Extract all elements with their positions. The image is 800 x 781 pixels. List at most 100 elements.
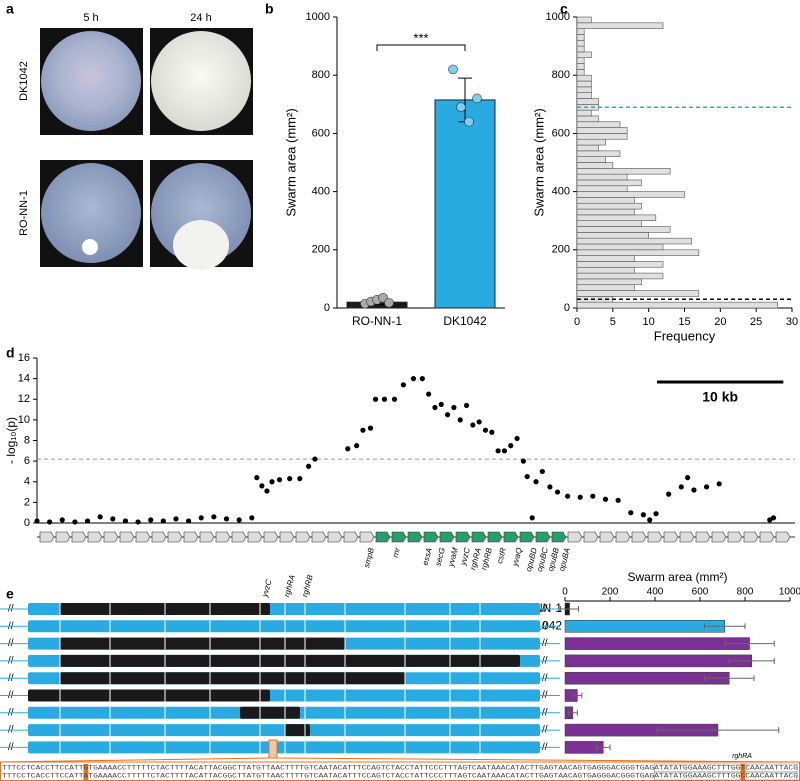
gene-arrow	[615, 531, 631, 543]
gene-arrow	[55, 531, 71, 543]
gene-arrow	[679, 531, 695, 543]
data-point	[602, 496, 609, 502]
data-point	[438, 401, 444, 408]
bar	[564, 654, 752, 668]
gene-arrow	[231, 531, 247, 543]
data-point	[259, 483, 265, 489]
panel-label: a	[6, 1, 14, 17]
y-tick-label: 4	[24, 476, 30, 488]
histogram-bar	[576, 86, 592, 93]
x-tick-label: 20	[714, 316, 726, 328]
histogram-bar	[576, 301, 778, 309]
data-point	[463, 402, 470, 409]
significance-label: ***	[413, 30, 428, 45]
data-point	[160, 518, 166, 524]
data-point	[148, 517, 154, 523]
gene-label: essA	[421, 547, 434, 567]
gene-arrow	[119, 531, 135, 543]
gene-label: rghRA	[282, 574, 297, 598]
histogram-bar	[576, 208, 635, 216]
gene-block-black	[60, 672, 405, 685]
histogram-bar	[576, 138, 606, 146]
gene-block-black	[60, 654, 520, 667]
data-point	[457, 417, 463, 423]
histogram-bar	[576, 284, 635, 291]
histogram-bar	[576, 261, 664, 268]
x-tick-label: 0	[562, 587, 568, 598]
gene-arrow	[71, 531, 87, 543]
histogram-bar	[576, 133, 628, 140]
data-point	[122, 518, 129, 524]
histogram-bar	[576, 144, 599, 152]
gene-arrow	[407, 531, 423, 543]
data-point	[400, 382, 406, 388]
significance-bracket	[376, 44, 466, 51]
data-point	[577, 494, 583, 500]
histogram-bar	[576, 28, 585, 35]
histogram-bar	[576, 249, 700, 256]
snp-highlight	[83, 764, 89, 772]
gene-label: yvzC	[260, 578, 274, 599]
data-point	[444, 412, 451, 418]
histogram-bar	[576, 127, 628, 134]
histogram-bar	[576, 51, 592, 59]
histogram-bar	[576, 197, 635, 204]
data-point	[647, 517, 653, 523]
histogram-bar	[576, 237, 692, 245]
y-tick-label: 8	[24, 434, 30, 446]
histogram-bar	[576, 162, 614, 169]
x-tick-label: 200	[602, 587, 619, 598]
y-tick-label: 800	[552, 69, 570, 81]
y-tick-label: 600	[552, 127, 570, 139]
y-axis-title: Swarm area (mm²)	[531, 108, 546, 216]
y-tick-label: 400	[312, 186, 330, 198]
y-tick-label: 0	[24, 517, 30, 529]
data-point	[533, 479, 539, 485]
histogram-bar	[576, 255, 635, 262]
data-point	[360, 427, 366, 433]
data-point	[254, 475, 260, 481]
gene-arrow	[583, 531, 599, 543]
data-point	[419, 376, 425, 382]
y-tick-label: 1000	[306, 11, 330, 23]
gene-arrow	[263, 531, 279, 543]
x-axis-title: Frequency	[654, 328, 716, 343]
gene-arrow	[487, 531, 503, 543]
data-point	[495, 448, 501, 454]
data-point	[384, 297, 394, 308]
histogram-bar	[576, 115, 599, 123]
gene-arrow	[279, 531, 295, 543]
data-point	[615, 497, 621, 503]
histogram-bar	[576, 226, 671, 233]
gene-block	[28, 741, 540, 754]
data-point	[547, 484, 553, 490]
histogram-bar	[576, 63, 585, 70]
data-point	[590, 493, 596, 499]
data-point	[514, 435, 520, 442]
histogram-bar	[576, 16, 592, 24]
gene-arrow	[423, 531, 439, 543]
y-tick-label: 2	[24, 496, 30, 508]
y-tick-label: 14	[18, 373, 30, 385]
x-tick-label: 800	[737, 587, 754, 598]
data-point	[236, 517, 242, 523]
x-tick-label: 5	[610, 316, 616, 328]
row-label: DK1042	[18, 61, 30, 101]
data-point	[306, 463, 312, 469]
histogram-bar	[576, 168, 671, 175]
data-point	[529, 515, 535, 521]
histogram-bar	[576, 39, 585, 47]
data-point	[464, 116, 474, 127]
histogram-bar	[576, 179, 642, 187]
zoom-marker	[268, 739, 278, 759]
histogram-bar	[576, 185, 628, 192]
gene-arrow	[87, 531, 103, 543]
sequence-gene-label: rghRA	[732, 753, 752, 760]
data-point	[381, 396, 388, 402]
column-label: 5 h	[83, 12, 98, 24]
histogram-bar	[576, 92, 592, 99]
x-tick-label: 30	[786, 316, 798, 328]
y-tick-label: 200	[552, 244, 570, 256]
histogram-bar	[576, 22, 664, 29]
